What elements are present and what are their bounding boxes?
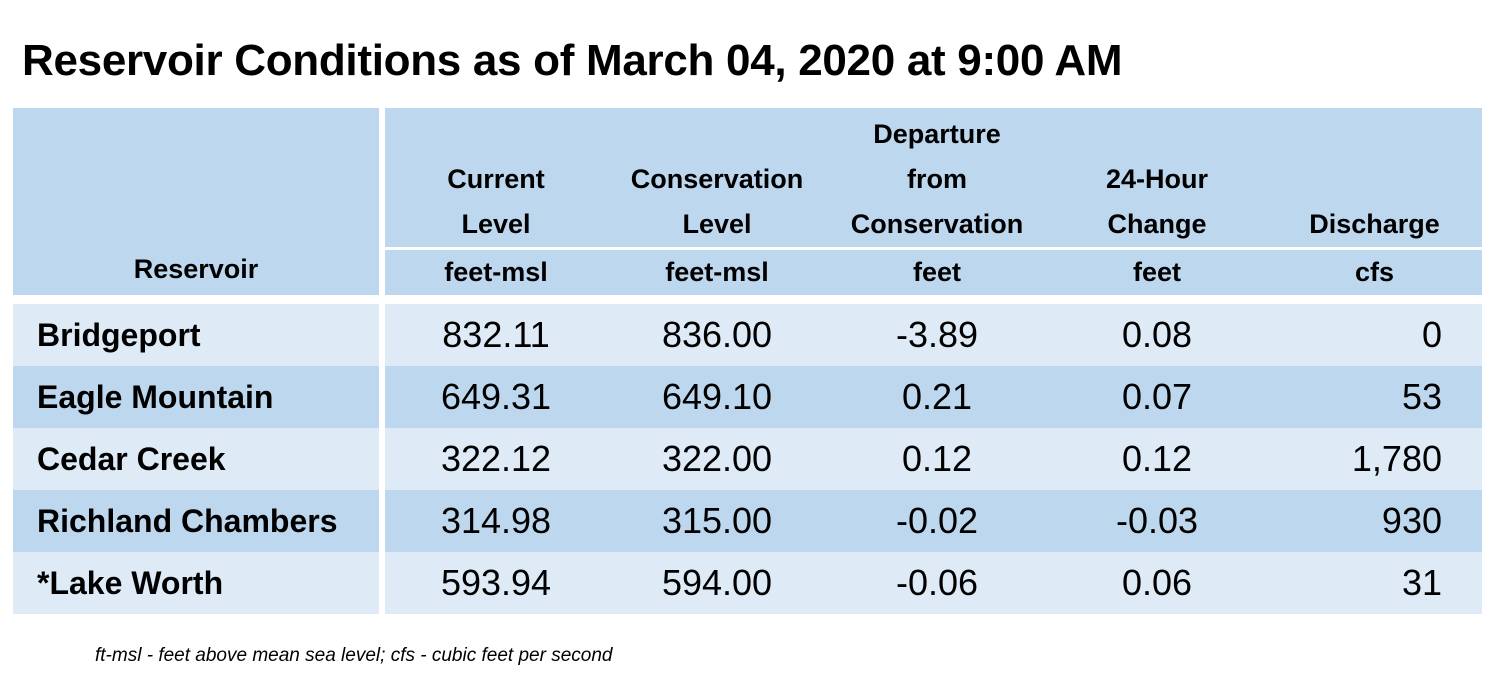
header-discharge: Discharge bbox=[1267, 108, 1482, 249]
footnote: ft-msl - feet above mean sea level; cfs … bbox=[95, 645, 613, 666]
unit-departure: feet bbox=[827, 247, 1047, 295]
cell-reservoir-name: *Lake Worth bbox=[13, 552, 379, 614]
header-conservation-level: Conservation Level bbox=[607, 108, 827, 249]
cell-24-hour-change: 0.12 bbox=[1047, 428, 1267, 490]
column-divider bbox=[379, 490, 385, 552]
units-row: feet-msl feet-msl feet feet cfs bbox=[13, 247, 1482, 295]
cell-conservation-level: 836.00 bbox=[607, 304, 827, 366]
table-row: Bridgeport 832.11 836.00 -3.89 0.08 0 bbox=[13, 304, 1482, 366]
cell-discharge: 0 bbox=[1267, 304, 1482, 366]
column-divider bbox=[379, 366, 385, 428]
unit-24-hour-change: feet bbox=[1047, 247, 1267, 295]
header-24-hour-change-line2: Change bbox=[1107, 209, 1207, 239]
unit-discharge: cfs bbox=[1267, 247, 1482, 295]
cell-departure: 0.12 bbox=[827, 428, 1047, 490]
header-conservation-level-line2: Level bbox=[682, 209, 752, 239]
header-departure-line3: Conservation bbox=[850, 209, 1024, 239]
header-discharge-line1: Discharge bbox=[1309, 209, 1440, 239]
cell-conservation-level: 649.10 bbox=[607, 366, 827, 428]
cell-current-level: 593.94 bbox=[385, 552, 607, 614]
column-divider bbox=[379, 304, 385, 366]
cell-departure: 0.21 bbox=[827, 366, 1047, 428]
column-divider bbox=[379, 108, 385, 295]
cell-current-level: 649.31 bbox=[385, 366, 607, 428]
unit-conservation-level: feet-msl bbox=[607, 247, 827, 295]
header-conservation-level-line1: Conservation bbox=[630, 164, 804, 194]
header-24-hour-change-line1: 24-Hour bbox=[1105, 164, 1208, 194]
cell-24-hour-change: 0.06 bbox=[1047, 552, 1267, 614]
header-reservoir-label: Reservoir bbox=[133, 254, 259, 284]
header-separator bbox=[13, 295, 1482, 304]
table-header-row: Reservoir Current Level Conservation Lev… bbox=[13, 108, 1482, 295]
table-row: Eagle Mountain 649.31 649.10 0.21 0.07 53 bbox=[13, 366, 1482, 428]
table-row: *Lake Worth 593.94 594.00 -0.06 0.06 31 bbox=[13, 552, 1482, 614]
table-row: Richland Chambers 314.98 315.00 -0.02 -0.03 9… bbox=[13, 490, 1482, 552]
header-24-hour-change: 24-Hour Change bbox=[1047, 108, 1267, 249]
header-departure-line2: from bbox=[907, 164, 967, 194]
column-divider bbox=[379, 552, 385, 614]
header-current-level-line1: Current bbox=[447, 164, 545, 194]
header-departure-line1: Departure bbox=[873, 119, 1001, 149]
cell-conservation-level: 594.00 bbox=[607, 552, 827, 614]
cell-reservoir-name: Eagle Mountain bbox=[13, 366, 379, 428]
cell-discharge: 930 bbox=[1267, 490, 1482, 552]
table-body: Bridgeport 832.11 836.00 -3.89 0.08 0 Eagle Mo… bbox=[13, 304, 1482, 614]
cell-departure: -0.02 bbox=[827, 490, 1047, 552]
header-departure: Departure from Conservation bbox=[827, 108, 1047, 249]
page-title: Reservoir Conditions as of March 04, 202… bbox=[22, 36, 1123, 85]
column-divider bbox=[379, 428, 385, 490]
cell-reservoir-name: Richland Chambers bbox=[13, 490, 379, 552]
cell-current-level: 322.12 bbox=[385, 428, 607, 490]
cell-conservation-level: 315.00 bbox=[607, 490, 827, 552]
unit-current-level: feet-msl bbox=[385, 247, 607, 295]
cell-conservation-level: 322.00 bbox=[607, 428, 827, 490]
cell-discharge: 53 bbox=[1267, 366, 1482, 428]
cell-reservoir-name: Bridgeport bbox=[13, 304, 379, 366]
cell-current-level: 832.11 bbox=[385, 304, 607, 366]
reservoir-table: Reservoir Current Level Conservation Lev… bbox=[13, 108, 1482, 614]
cell-discharge: 1,780 bbox=[1267, 428, 1482, 490]
cell-discharge: 31 bbox=[1267, 552, 1482, 614]
cell-departure: -3.89 bbox=[827, 304, 1047, 366]
header-reservoir: Reservoir bbox=[13, 108, 379, 295]
table-row: Cedar Creek 322.12 322.00 0.12 0.12 1,780 bbox=[13, 428, 1482, 490]
header-current-level: Current Level bbox=[385, 108, 607, 249]
cell-reservoir-name: Cedar Creek bbox=[13, 428, 379, 490]
cell-24-hour-change: -0.03 bbox=[1047, 490, 1267, 552]
header-current-level-line2: Level bbox=[461, 209, 531, 239]
cell-departure: -0.06 bbox=[827, 552, 1047, 614]
cell-24-hour-change: 0.08 bbox=[1047, 304, 1267, 366]
cell-24-hour-change: 0.07 bbox=[1047, 366, 1267, 428]
cell-current-level: 314.98 bbox=[385, 490, 607, 552]
